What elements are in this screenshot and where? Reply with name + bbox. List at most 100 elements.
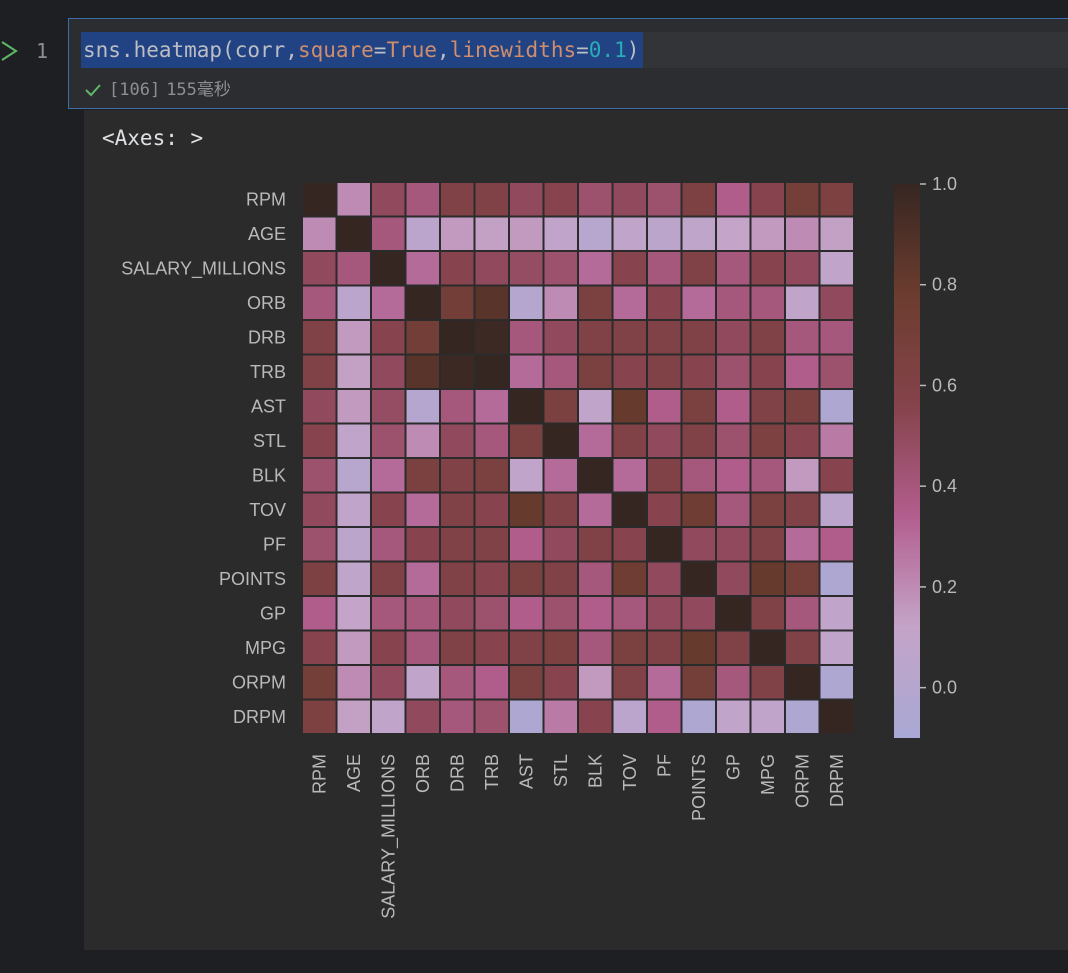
heatmap-cell bbox=[370, 491, 407, 528]
heatmap-cell bbox=[646, 284, 683, 321]
heatmap-cell bbox=[370, 319, 407, 356]
heatmap-cell bbox=[749, 181, 786, 218]
heatmap-cell bbox=[749, 215, 786, 252]
heatmap-cell bbox=[370, 664, 407, 701]
heatmap-cell bbox=[473, 353, 510, 390]
heatmap-cell bbox=[818, 215, 855, 252]
heatmap-cell bbox=[646, 457, 683, 494]
heatmap-cell bbox=[404, 181, 441, 218]
heatmap-cell bbox=[611, 250, 648, 287]
heatmap-cell bbox=[335, 595, 372, 632]
x-tick-label: BLK bbox=[585, 754, 605, 788]
heatmap-cell bbox=[439, 595, 476, 632]
heatmap-cell bbox=[439, 560, 476, 597]
heatmap-cell bbox=[439, 319, 476, 356]
run-cell-icon[interactable] bbox=[0, 38, 22, 64]
heatmap-cell bbox=[715, 250, 752, 287]
heatmap-cell bbox=[439, 250, 476, 287]
heatmap-cell bbox=[370, 526, 407, 563]
colorbar-tick-label: 1.0 bbox=[932, 174, 957, 194]
x-tick-label: AST bbox=[516, 754, 536, 789]
y-tick-label: ORPM bbox=[232, 672, 286, 692]
heatmap-cell bbox=[577, 181, 614, 218]
heatmap-cell bbox=[577, 215, 614, 252]
heatmap-cell bbox=[577, 698, 614, 735]
heatmap-cell bbox=[818, 698, 855, 735]
heatmap-cell bbox=[715, 595, 752, 632]
heatmap-cell bbox=[818, 595, 855, 632]
y-tick-label: AGE bbox=[248, 224, 286, 244]
heatmap-cell bbox=[404, 457, 441, 494]
heatmap-cell bbox=[749, 457, 786, 494]
heatmap-cell bbox=[508, 319, 545, 356]
y-tick-label: DRPM bbox=[233, 707, 286, 727]
heatmap-cell bbox=[577, 250, 614, 287]
heatmap-cell bbox=[611, 319, 648, 356]
heatmap-cell bbox=[335, 250, 372, 287]
heatmap-cell bbox=[577, 284, 614, 321]
code-prefix: sns.heatmap(corr, bbox=[83, 38, 298, 62]
heatmap-cell bbox=[404, 491, 441, 528]
x-tick-label: SALARY_MILLIONS bbox=[378, 754, 399, 919]
heatmap-cell bbox=[335, 284, 372, 321]
heatmap-cell bbox=[404, 526, 441, 563]
heatmap-cell bbox=[715, 629, 752, 666]
heatmap-cell bbox=[749, 319, 786, 356]
x-tick-label: ORPM bbox=[792, 754, 812, 808]
heatmap-cell bbox=[646, 698, 683, 735]
heatmap-cell bbox=[646, 526, 683, 563]
heatmap-cell bbox=[439, 388, 476, 425]
heatmap-cell bbox=[818, 422, 855, 459]
heatmap-cell bbox=[680, 422, 717, 459]
param-linewidths-value: 0.1 bbox=[588, 38, 627, 62]
heatmap-cell bbox=[680, 491, 717, 528]
heatmap-cell bbox=[611, 353, 648, 390]
heatmap-cell bbox=[335, 181, 372, 218]
y-tick-label: POINTS bbox=[219, 569, 286, 589]
heatmap-cell bbox=[577, 353, 614, 390]
heatmap-cell bbox=[508, 457, 545, 494]
code-cell[interactable]: sns.heatmap(corr,square=True,linewidths=… bbox=[68, 18, 1068, 109]
heatmap-cell bbox=[404, 215, 441, 252]
heatmap-cell bbox=[542, 664, 579, 701]
heatmap-cell bbox=[715, 560, 752, 597]
heatmap-cell bbox=[301, 526, 338, 563]
heatmap-cell bbox=[301, 698, 338, 735]
heatmap-cell bbox=[473, 457, 510, 494]
heatmap-cell bbox=[473, 319, 510, 356]
heatmap-cell bbox=[301, 319, 338, 356]
heatmap-cell bbox=[818, 353, 855, 390]
heatmap-cell bbox=[439, 526, 476, 563]
heatmap-cell bbox=[301, 353, 338, 390]
heatmap-cell bbox=[818, 560, 855, 597]
y-tick-label: ORB bbox=[247, 293, 286, 313]
heatmap-cell bbox=[646, 215, 683, 252]
heatmap-cell bbox=[473, 664, 510, 701]
heatmap-cell bbox=[715, 491, 752, 528]
heatmap-cell bbox=[335, 422, 372, 459]
heatmap-cell bbox=[301, 595, 338, 632]
heatmap-cell bbox=[439, 353, 476, 390]
heatmap-cell bbox=[715, 698, 752, 735]
y-tick-label: TRB bbox=[250, 362, 286, 382]
heatmap-cell bbox=[473, 698, 510, 735]
heatmap-cell bbox=[370, 457, 407, 494]
heatmap-cell bbox=[784, 215, 821, 252]
heatmap-cell bbox=[680, 319, 717, 356]
heatmap-cell bbox=[301, 422, 338, 459]
heatmap-cell bbox=[370, 698, 407, 735]
execution-status: [106] 155毫秒 bbox=[83, 77, 231, 103]
heatmap-cell bbox=[542, 181, 579, 218]
heatmap-cell bbox=[715, 388, 752, 425]
heatmap-cell bbox=[784, 595, 821, 632]
heatmap-cell bbox=[611, 422, 648, 459]
heatmap-cell bbox=[680, 595, 717, 632]
heatmap-cell bbox=[646, 181, 683, 218]
heatmap-cell bbox=[611, 698, 648, 735]
heatmap-cell bbox=[335, 215, 372, 252]
y-tick-label: MPG bbox=[245, 638, 286, 658]
heatmap-cell bbox=[818, 181, 855, 218]
y-tick-label: STL bbox=[253, 431, 286, 451]
heatmap-cell bbox=[404, 560, 441, 597]
code-editor[interactable]: sns.heatmap(corr,square=True,linewidths=… bbox=[81, 32, 644, 68]
